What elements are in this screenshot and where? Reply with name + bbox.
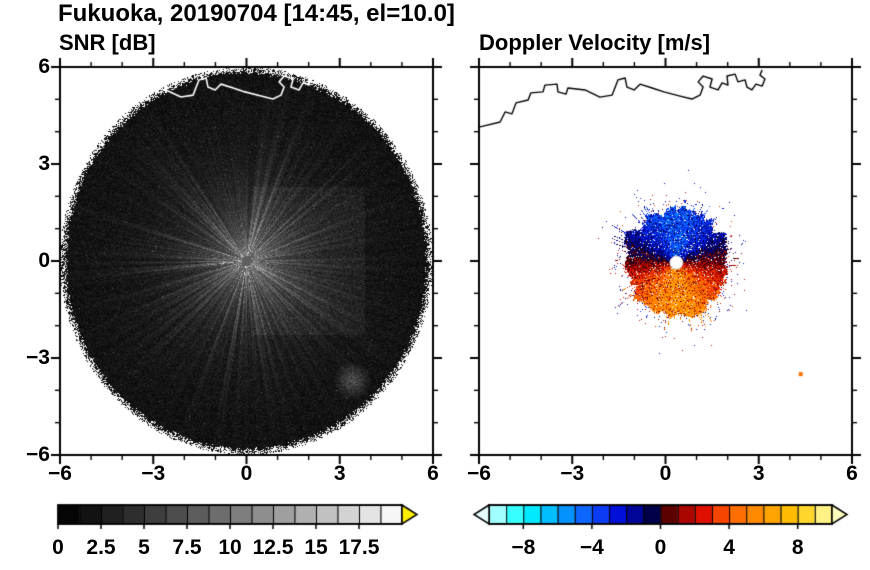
doppler-colorbar-tick-label: 8 [791, 536, 804, 559]
snr-y-tick-label: −3 [26, 346, 50, 369]
snr-x-tick-label: 3 [333, 462, 346, 485]
doppler-x-tick-label: 6 [846, 462, 858, 485]
snr-y-tick-label: −6 [26, 443, 50, 466]
snr-x-tick-label: 0 [240, 462, 253, 485]
snr-colorbar-tick-label: 7.5 [172, 536, 202, 559]
snr-colorbar-tick-label: 0 [52, 536, 64, 559]
snr-y-tick-label: 0 [38, 249, 50, 272]
doppler-panel-title: Doppler Velocity [m/s] [479, 30, 711, 55]
snr-colorbar-tick-label: 17.5 [338, 536, 380, 559]
snr-colorbar-tick-label: 15 [304, 536, 328, 559]
doppler-colorbar-tick-label: 0 [654, 536, 667, 559]
snr-panel-title: SNR [dB] [59, 30, 156, 55]
snr-y-tick-label: 6 [38, 55, 50, 78]
snr-x-tick-label: −6 [48, 462, 72, 485]
doppler-colorbar-tick-label: 4 [723, 536, 735, 559]
doppler-x-tick-label: 0 [659, 462, 672, 485]
snr-colorbar-tick-label: 12.5 [252, 536, 294, 559]
doppler-colorbar-tick-label: −4 [579, 536, 604, 559]
doppler-x-tick-label: −3 [560, 462, 585, 485]
doppler-x-tick-label: −6 [467, 462, 491, 485]
snr-x-tick-label: −3 [141, 462, 166, 485]
doppler-colorbar-tick-label: −8 [511, 536, 536, 559]
snr-colorbar-tick-label: 5 [138, 536, 150, 559]
snr-y-tick-label: 3 [38, 152, 50, 175]
snr-colorbar-tick-label: 2.5 [86, 536, 116, 559]
snr-colorbar-tick-label: 10 [218, 536, 242, 559]
figure-title: Fukuoka, 20190704 [14:45, el=10.0] [58, 0, 455, 27]
doppler-x-tick-label: 3 [752, 462, 765, 485]
snr-x-tick-label: 6 [427, 462, 439, 485]
